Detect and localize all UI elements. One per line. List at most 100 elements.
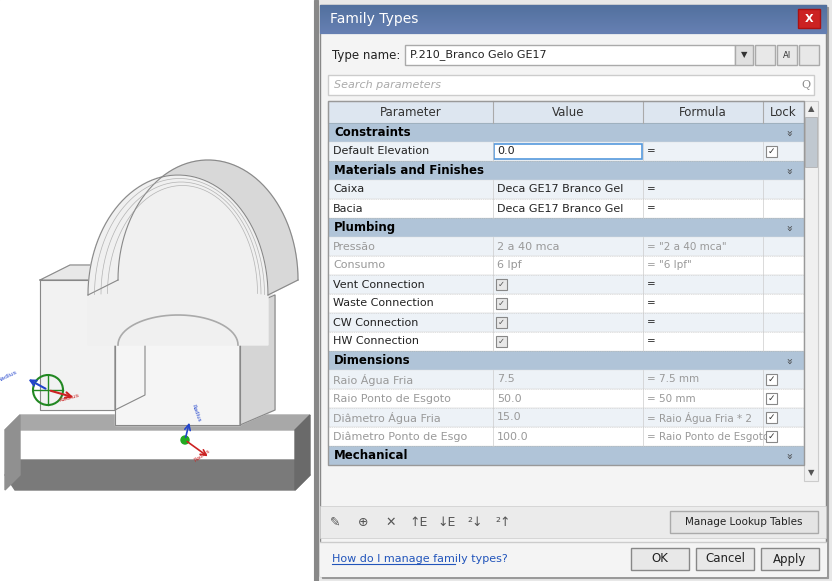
Text: Consumo: Consumo [333, 260, 385, 271]
Text: ✓: ✓ [768, 394, 775, 403]
Bar [320, 31, 826, 32]
Bar [755, 45, 775, 65]
Bar [328, 332, 804, 351]
Bar [320, 11, 826, 12]
Text: = Raio Ponto de Esgoto *: = Raio Ponto de Esgoto * [647, 432, 778, 442]
Bar [320, 15, 826, 16]
Text: ✓: ✓ [498, 318, 505, 327]
Bar [328, 389, 804, 408]
Text: ✎: ✎ [329, 515, 340, 529]
Text: ▲: ▲ [808, 105, 815, 113]
Text: 50.0: 50.0 [497, 393, 522, 403]
Bar [320, 10, 826, 11]
Bar [328, 427, 804, 446]
Text: «: « [785, 224, 795, 231]
Bar [328, 408, 804, 427]
Polygon shape [40, 265, 145, 280]
Bar [496, 336, 507, 347]
Text: Constraints: Constraints [334, 126, 411, 139]
Polygon shape [5, 415, 20, 490]
Text: ↓E: ↓E [438, 515, 456, 529]
Polygon shape [240, 295, 275, 425]
Bar [320, 13, 826, 14]
Bar [320, 23, 826, 24]
Text: ↑E: ↑E [410, 515, 428, 529]
Text: ✓: ✓ [768, 375, 775, 384]
Bar [328, 123, 804, 142]
Text: =: = [647, 146, 656, 156]
Text: P.210_Branco Gelo GE17: P.210_Branco Gelo GE17 [410, 49, 547, 60]
Text: Radius: Radius [58, 393, 80, 403]
Polygon shape [88, 175, 268, 345]
Text: ²↑: ²↑ [495, 515, 511, 529]
Bar [328, 370, 804, 389]
Text: Vent Connection: Vent Connection [333, 279, 425, 289]
Text: = 50 mm: = 50 mm [647, 393, 696, 403]
Text: ✓: ✓ [768, 432, 775, 441]
Bar [496, 317, 507, 328]
Text: = "6 lpf": = "6 lpf" [647, 260, 691, 271]
Bar [328, 180, 804, 199]
Text: =: = [647, 336, 656, 346]
Text: Value: Value [552, 106, 584, 119]
Text: Parameter: Parameter [379, 106, 441, 119]
Text: Apply: Apply [773, 553, 807, 565]
Text: Type name:: Type name: [332, 49, 400, 63]
Bar [405, 45, 735, 65]
Text: How do I manage family types?: How do I manage family types? [332, 554, 508, 564]
Text: «: « [785, 452, 795, 459]
Bar [631, 548, 689, 570]
Bar [494, 144, 642, 159]
Bar [766, 412, 777, 423]
Bar [328, 351, 804, 370]
Text: Search parameters: Search parameters [334, 80, 441, 90]
Text: Family Types: Family Types [330, 12, 418, 26]
Bar [496, 279, 507, 290]
Bar [320, 14, 826, 15]
Text: = Raio Água Fria * 2: = Raio Água Fria * 2 [647, 411, 752, 424]
Text: Raio Água Fria: Raio Água Fria [333, 374, 414, 386]
Text: 100.0: 100.0 [497, 432, 528, 442]
Text: Dimensions: Dimensions [334, 354, 411, 367]
Text: = "2 a 40 mca": = "2 a 40 mca" [647, 242, 726, 252]
Text: Cancel: Cancel [705, 553, 745, 565]
Bar [766, 374, 777, 385]
Bar [314, 0, 318, 581]
Polygon shape [115, 295, 275, 310]
Bar [320, 542, 826, 576]
Text: Radius: Radius [193, 449, 211, 463]
Text: Default Elevation: Default Elevation [333, 146, 429, 156]
Bar [0, 0, 318, 581]
Text: 2 a 40 mca: 2 a 40 mca [497, 242, 559, 252]
Circle shape [181, 436, 189, 444]
Bar [777, 45, 797, 65]
Bar [320, 18, 826, 19]
Text: «: « [785, 167, 795, 174]
Text: Diâmetro Ponto de Esgo: Diâmetro Ponto de Esgo [333, 431, 468, 442]
Text: Deca GE17 Branco Gel: Deca GE17 Branco Gel [497, 203, 623, 213]
Bar [320, 29, 826, 30]
Text: «: « [785, 129, 795, 136]
Text: ✓: ✓ [498, 337, 505, 346]
Bar [320, 25, 826, 26]
Bar [766, 146, 777, 157]
Bar [320, 8, 826, 9]
Bar [320, 26, 826, 27]
Text: ✕: ✕ [386, 515, 396, 529]
Text: ²↓: ²↓ [468, 515, 483, 529]
Bar [328, 199, 804, 218]
Bar [328, 75, 814, 95]
Text: AI: AI [783, 51, 791, 59]
Bar [805, 117, 817, 167]
Polygon shape [115, 310, 240, 425]
Bar [322, 7, 828, 578]
Bar [735, 45, 753, 65]
Bar [320, 5, 826, 33]
Text: HW Connection: HW Connection [333, 336, 419, 346]
Polygon shape [115, 265, 145, 410]
Bar [320, 16, 826, 17]
Bar [320, 9, 826, 10]
Bar [320, 12, 826, 13]
Bar [320, 506, 826, 538]
Bar [328, 313, 804, 332]
